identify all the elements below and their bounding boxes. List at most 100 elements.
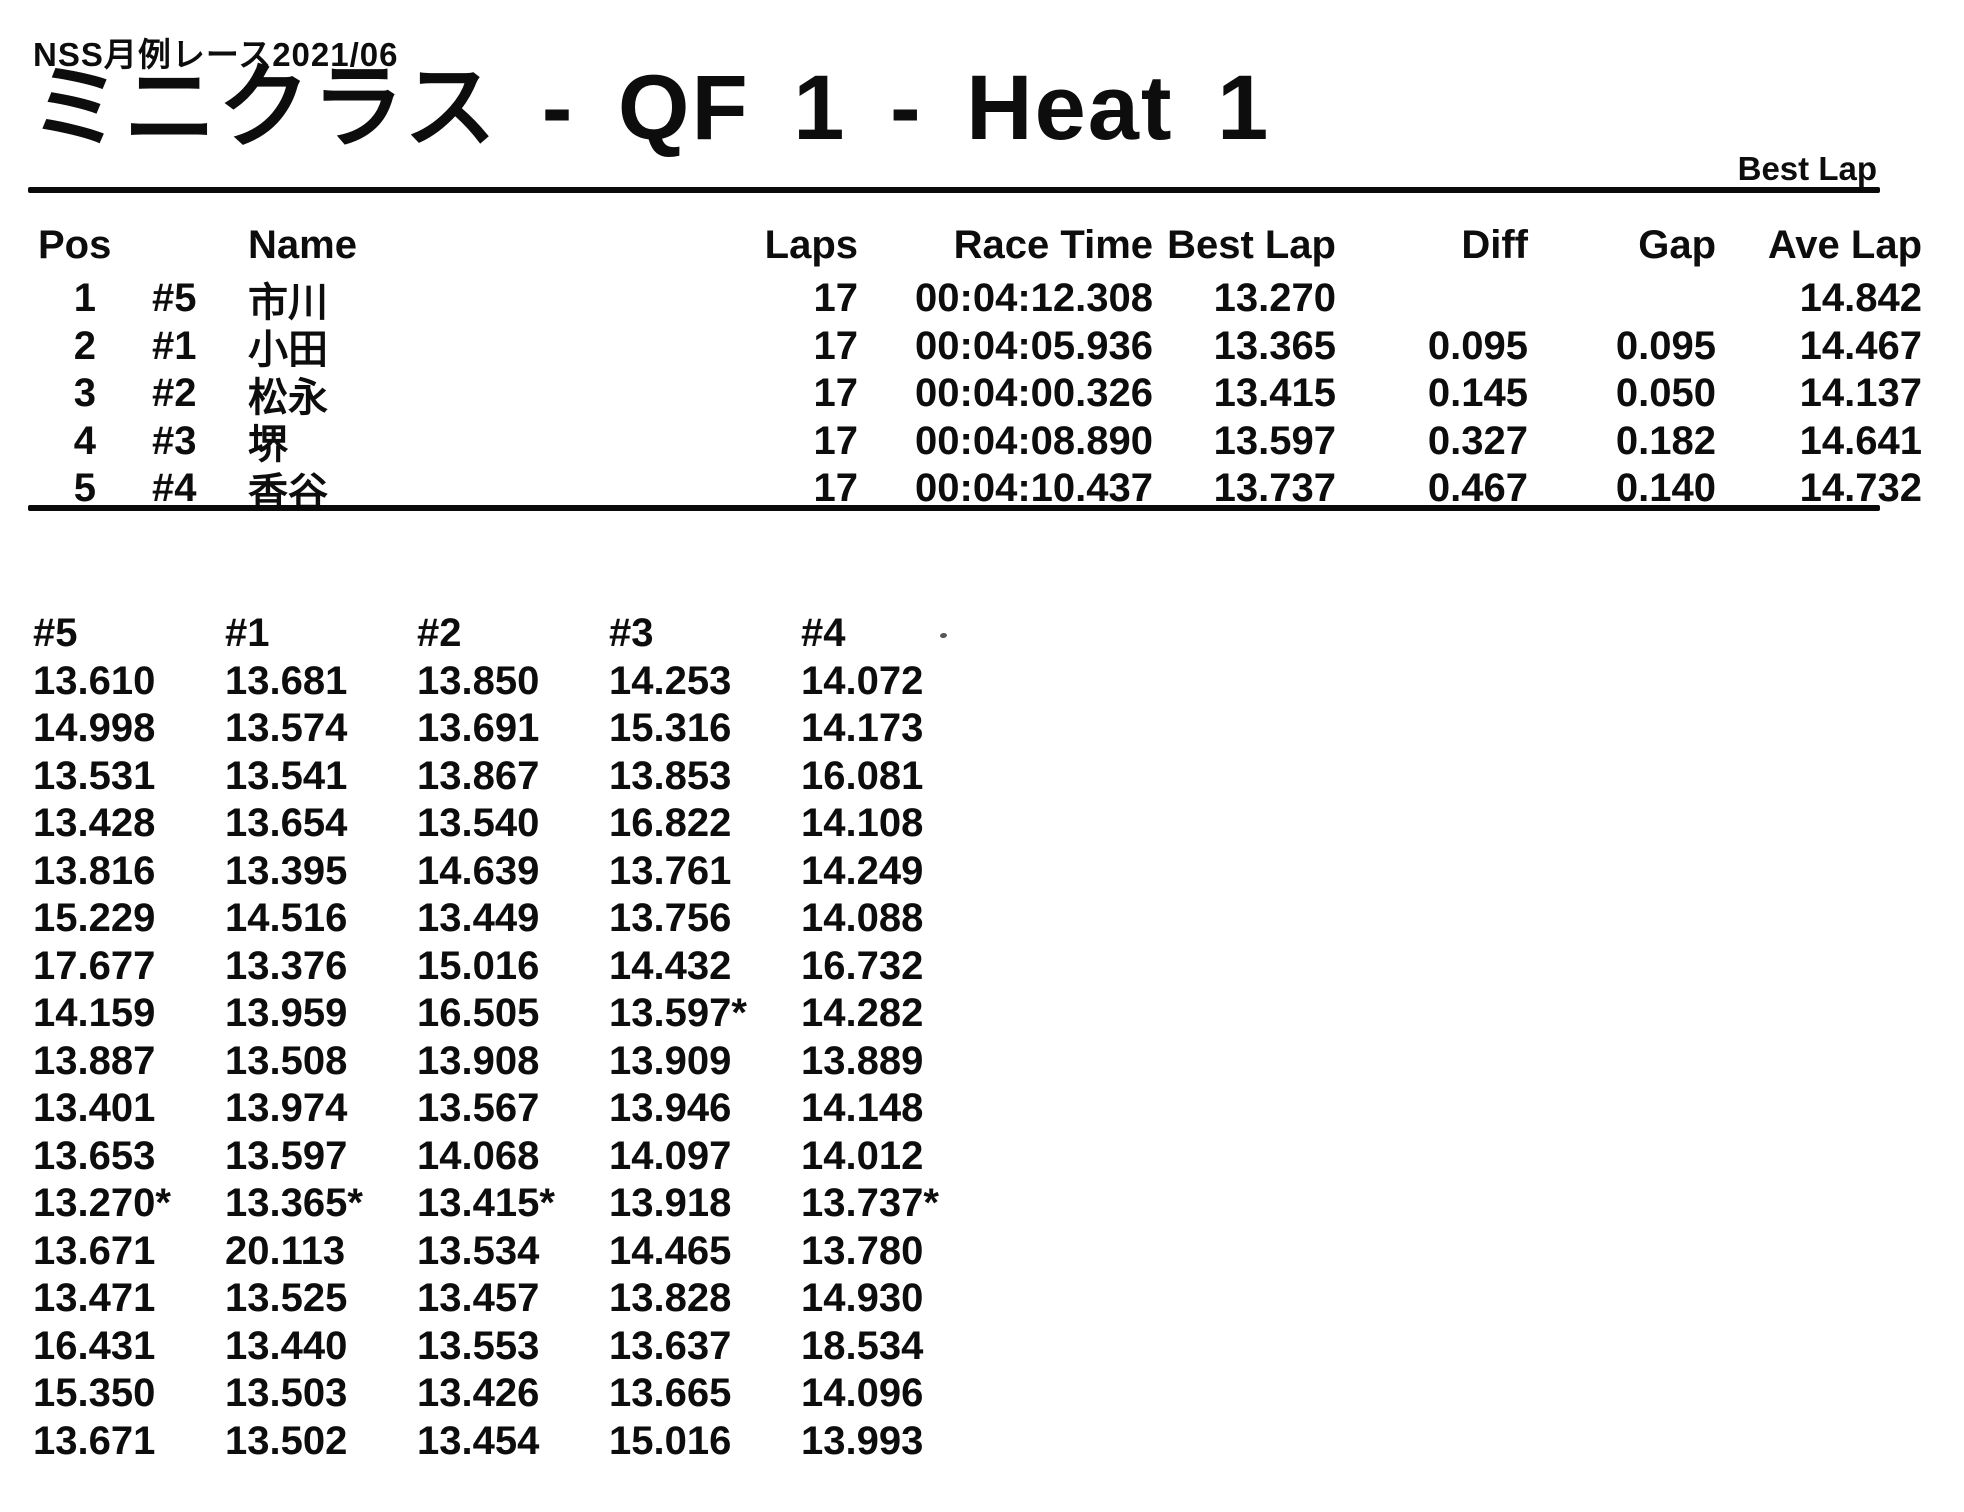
lap-row: 13.401 13.974 13.567 13.946 14.148 <box>33 1085 993 1133</box>
lap-time-cell: 13.959 <box>225 991 348 1036</box>
lap-time-cell: 13.780 <box>801 1228 924 1273</box>
results-cell-diff: 0.467 <box>1427 466 1528 510</box>
lap-time-cell: 14.282 <box>801 991 924 1036</box>
results-row: 3 #2 松永 17 00:04:00.326 13.415 0.145 0.050 14.13… <box>30 365 1922 420</box>
lap-time-cell: 13.853 <box>609 753 732 798</box>
lap-time-cell: 14.097 <box>609 1133 732 1178</box>
col-header-diff: Diff <box>1461 223 1528 268</box>
lap-col-header: #1 <box>225 611 270 656</box>
results-cell-pos: 2 <box>73 323 96 368</box>
lap-time-cell: 14.096 <box>801 1371 924 1416</box>
lap-time-cell: 13.531 <box>33 753 156 798</box>
lap-time-cell: 13.574 <box>225 706 348 751</box>
lap-time-cell: 13.401 <box>33 1086 156 1131</box>
lap-time-cell: 13.508 <box>225 1038 348 1083</box>
lap-time-cell: 14.173 <box>801 706 924 751</box>
lap-time-cell: 13.395 <box>225 848 348 893</box>
lap-time-cell: 14.998 <box>33 706 156 751</box>
lap-table-header: #5 #1 #2 #3 #4 <box>33 610 993 658</box>
results-cell-best-lap: 13.415 <box>1213 371 1336 415</box>
results-cell-pos: 4 <box>73 418 96 463</box>
lap-time-cell: 13.376 <box>225 943 348 988</box>
col-header-pos: Pos <box>38 223 112 268</box>
lap-row: 13.610 13.681 13.850 14.253 14.072 <box>33 658 993 706</box>
lap-time-cell: 13.665 <box>609 1371 732 1416</box>
lap-time-cell: 13.867 <box>417 753 540 798</box>
lap-row: 13.653 13.597 14.068 14.097 14.012 <box>33 1133 993 1181</box>
lap-time-cell: 20.113 <box>225 1228 346 1273</box>
lap-row: 13.531 13.541 13.867 13.853 16.081 <box>33 753 993 801</box>
results-cell-name: 堺 <box>248 423 288 467</box>
results-cell-name: 松永 <box>248 375 328 420</box>
lap-row: 13.428 13.654 13.540 16.822 14.108 <box>33 800 993 848</box>
lap-time-cell: 14.432 <box>609 943 732 988</box>
results-cell-race-time: 00:04:08.890 <box>915 418 1153 463</box>
lap-time-cell: 13.671 <box>33 1228 156 1273</box>
lap-time-cell: 13.908 <box>417 1038 540 1083</box>
best-lap-corner-label: Best Lap <box>1737 150 1877 187</box>
lap-time-cell: 13.993 <box>801 1418 924 1463</box>
lap-time-cell: 13.534 <box>417 1228 540 1273</box>
lap-time-cell: 16.431 <box>33 1323 156 1368</box>
results-cell-race-time: 00:04:12.308 <box>915 276 1153 320</box>
lap-time-cell: 13.653 <box>33 1133 156 1178</box>
lap-time-cell: 13.681 <box>225 658 348 703</box>
results-cell-pos: 5 <box>73 466 96 510</box>
lap-time-cell: 14.930 <box>801 1276 924 1321</box>
lap-time-cell: 16.732 <box>801 943 924 988</box>
lap-time-cell: 13.567 <box>417 1086 540 1131</box>
lap-time-cell: 13.503 <box>225 1371 348 1416</box>
results-row: 4 #3 堺 17 00:04:08.890 13.597 0.327 0.182 14.641 <box>30 412 1922 468</box>
lap-time-cell: 13.610 <box>33 658 156 703</box>
lap-time-cell: 15.229 <box>33 896 156 941</box>
lap-time-cell: 13.541 <box>225 753 348 798</box>
results-cell-gap: 0.182 <box>1615 418 1716 463</box>
lap-col-header: #4 <box>801 611 846 656</box>
lap-time-cell: 13.737* <box>801 1181 939 1226</box>
results-row: 2 #1 小田 17 00:04:05.936 13.365 0.095 0.095 14.46… <box>30 317 1922 373</box>
lap-row: 15.350 13.503 13.426 13.665 14.096 <box>33 1370 993 1418</box>
results-cell-race-time: 00:04:05.936 <box>915 323 1153 368</box>
lap-time-cell: 14.148 <box>801 1086 924 1131</box>
lap-time-cell: 14.465 <box>609 1228 732 1273</box>
results-cell-best-lap: 13.737 <box>1213 466 1336 510</box>
lap-time-cell: 13.428 <box>33 801 156 846</box>
lap-time-cell: 13.454 <box>417 1418 540 1463</box>
col-header-gap: Gap <box>1638 223 1716 268</box>
results-rows: 1 #5 市川 17 00:04:12.308 13.270 14.842 2 #1 小田 17 00… <box>30 270 1922 515</box>
results-cell-best-lap: 13.365 <box>1213 323 1336 368</box>
results-cell-gap: 0.095 <box>1615 323 1716 368</box>
lap-time-cell: 13.756 <box>609 896 732 941</box>
lap-col-header: #3 <box>609 611 654 656</box>
lap-time-cell: 13.850 <box>417 658 540 703</box>
results-table: Pos Name Laps Race Time Best Lap Diff Ga… <box>30 222 1922 515</box>
lap-time-cell: 13.918 <box>609 1181 732 1226</box>
lap-time-cell: 14.253 <box>609 658 732 703</box>
lap-time-cell: 13.889 <box>801 1038 924 1083</box>
lap-time-cell: 16.822 <box>609 801 732 846</box>
results-cell-ave-lap: 14.137 <box>1799 371 1922 415</box>
results-cell-diff: 0.327 <box>1427 418 1528 463</box>
results-cell-laps: 17 <box>813 371 859 415</box>
results-cell-car: #3 <box>152 418 197 463</box>
results-cell-ave-lap: 14.641 <box>1799 418 1922 463</box>
lap-row: 13.816 13.395 14.639 13.761 14.249 <box>33 848 993 896</box>
results-cell-car: #2 <box>152 371 197 415</box>
lap-times-table: #5 #1 #2 #3 #4 13.610 13.681 13.850 14.253 1… <box>33 610 993 1465</box>
results-row: 1 #5 市川 17 00:04:12.308 13.270 14.842 <box>30 270 1922 325</box>
col-header-race-time: Race Time <box>953 223 1153 268</box>
lap-col-header: #5 <box>33 611 78 656</box>
lap-time-cell: 13.654 <box>225 801 348 846</box>
lap-time-cell: 14.088 <box>801 896 924 941</box>
lap-time-cell: 13.525 <box>225 1276 348 1321</box>
lap-time-cell: 14.516 <box>225 896 348 941</box>
lap-row: 13.671 13.502 13.454 15.016 13.993 <box>33 1418 993 1466</box>
lap-time-cell: 13.946 <box>609 1086 732 1131</box>
lap-time-cell: 13.415* <box>417 1181 555 1226</box>
results-cell-ave-lap: 14.467 <box>1799 323 1922 368</box>
results-cell-laps: 17 <box>813 323 859 368</box>
lap-time-cell: 18.534 <box>801 1323 924 1368</box>
results-header-row: Pos Name Laps Race Time Best Lap Diff Ga… <box>30 222 1922 270</box>
results-cell-car: #1 <box>152 323 197 368</box>
